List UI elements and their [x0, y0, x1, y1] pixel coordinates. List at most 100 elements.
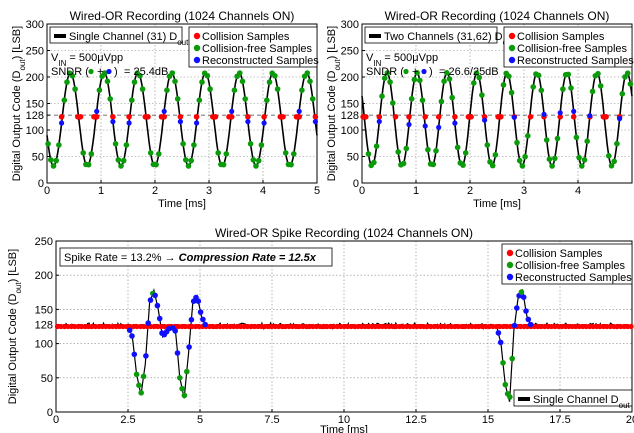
- collision-free-sample-point: [509, 355, 515, 362]
- collision-sample-point: [212, 114, 219, 120]
- collision-sample-point: [392, 114, 399, 120]
- collision-sample-point: [245, 114, 251, 120]
- collision-sample-point: [177, 114, 184, 120]
- legend-entry-label: Collision-free Samples: [515, 260, 626, 272]
- collision-free-sample-point: [69, 73, 76, 79]
- legend-dot-marker: [506, 261, 514, 269]
- collision-free-sample-point: [250, 157, 257, 163]
- reconstructed-sample-point: [172, 328, 178, 334]
- y-tick-label: 200: [341, 72, 359, 84]
- collision-free-sample-point: [147, 150, 154, 156]
- reconstructed-sample-point: [147, 297, 154, 303]
- x-tick-label: 4: [260, 185, 266, 197]
- collision-free-sample-point: [304, 70, 311, 76]
- collision-sample-point: [126, 114, 132, 120]
- collision-free-sample-point: [471, 80, 477, 86]
- collision-free-sample-point: [131, 79, 138, 85]
- reconstructed-sample-point: [523, 308, 529, 314]
- collision-free-sample-point: [48, 157, 54, 163]
- sndr-label: SNDR (: [51, 66, 89, 78]
- collision-free-sample-point: [299, 87, 305, 93]
- chart-title: Wired-OR Recording (1024 Channels ON): [385, 9, 610, 23]
- collision-free-sample-point: [223, 151, 230, 157]
- collision-free-sample-point: [140, 373, 147, 380]
- reconstructed-sample-point: [152, 292, 158, 299]
- y-tick-label: 150: [35, 304, 53, 316]
- collision-free-sample-point: [381, 75, 388, 81]
- reconstructed-sample-point: [406, 121, 412, 128]
- collision-free-sample-point: [400, 160, 407, 167]
- y-tick-label: 200: [35, 270, 53, 282]
- collision-free-sample-point: [614, 140, 620, 147]
- y-tick-label: 250: [341, 46, 359, 58]
- reconstructed-sample-point: [197, 309, 204, 315]
- collision-free-sample-point: [446, 76, 453, 82]
- reconstructed-sample-point: [200, 316, 206, 323]
- collision-free-sample-point: [546, 156, 553, 162]
- x-tick-label: 5: [197, 414, 203, 426]
- reconstructed-sample-point: [482, 117, 488, 123]
- reconstructed-sample-point: [511, 322, 518, 329]
- reconstructed-sample-point: [143, 353, 149, 359]
- collision-free-sample-point: [554, 135, 561, 142]
- legend-entry-label: Collision Samples: [515, 248, 603, 260]
- collision-free-sample-point: [120, 157, 127, 164]
- collision-free-sample-point: [518, 289, 525, 295]
- collision-free-sample-point: [579, 163, 585, 169]
- collision-free-sample-point: [414, 70, 420, 76]
- collision-sample-point: [363, 114, 369, 120]
- collision-free-sample-point: [500, 82, 507, 88]
- reconstructed-sample-point: [177, 119, 183, 125]
- sndr-plus: +: [412, 66, 418, 78]
- collision-free-sample-point: [538, 87, 545, 94]
- collision-free-sample-point: [441, 78, 447, 84]
- collision-sample-point: [570, 114, 577, 120]
- collision-sample-point: [93, 114, 100, 120]
- collision-sample-point: [376, 114, 383, 120]
- collision-free-sample-point: [153, 161, 159, 168]
- collision-free-sample-point: [181, 392, 188, 399]
- collision-free-sample-point: [506, 73, 512, 80]
- legend-dot-marker: [508, 32, 516, 40]
- collision-free-sample-point: [573, 134, 580, 141]
- collision-sample-point: [498, 114, 504, 120]
- collision-free-sample-point: [417, 77, 423, 84]
- collision-free-sample-point: [180, 141, 186, 147]
- legend-dot-marker: [508, 44, 516, 52]
- collision-free-sample-point: [460, 162, 466, 168]
- x-axis-label: Time [ms]: [158, 198, 206, 210]
- reconstructed-sample-point: [452, 120, 458, 126]
- collision-free-sample-point: [53, 157, 59, 164]
- collision-free-sample-point: [172, 78, 178, 85]
- collision-free-sample-point: [64, 79, 70, 85]
- collision-free-sample-point: [174, 96, 181, 102]
- collision-sample-point: [161, 114, 167, 120]
- x-tick-label: 1: [98, 185, 104, 197]
- collision-free-sample-point: [522, 153, 528, 160]
- legend-entry-label: Collision-free Samples: [202, 43, 313, 55]
- reconstructed-sample-point: [174, 350, 181, 356]
- collision-free-sample-point: [595, 70, 601, 77]
- collision-free-sample-point: [179, 385, 185, 392]
- legend-box: [188, 26, 318, 68]
- collision-free-sample-point: [430, 161, 437, 168]
- spike-rate-annotation: Spike Rate = 13.2% → Compression Rate = …: [64, 252, 317, 264]
- collision-free-sample-point: [611, 158, 617, 165]
- collision-free-sample-point: [365, 151, 372, 157]
- x-tick-label: 20: [626, 414, 634, 426]
- collision-free-sample-point: [535, 72, 542, 79]
- x-tick-label: 12.5: [405, 414, 426, 426]
- legend-box: [501, 243, 633, 285]
- legend-entry-label: Reconstructed Samples: [517, 55, 634, 67]
- collision-sample-point: [435, 114, 442, 120]
- sndr-value: = 26.6/25dB: [439, 66, 499, 78]
- y-tick-label: 100: [26, 125, 44, 137]
- collision-free-sample-point: [606, 153, 612, 159]
- collision-free-sample-point: [188, 157, 194, 164]
- collision-free-sample-point: [264, 97, 270, 103]
- x-tick-label: 15: [482, 414, 494, 426]
- reconstructed-sample-point: [587, 113, 593, 119]
- collision-free-sample-point: [507, 394, 513, 400]
- legend-entry-label: Collision Samples: [517, 31, 605, 43]
